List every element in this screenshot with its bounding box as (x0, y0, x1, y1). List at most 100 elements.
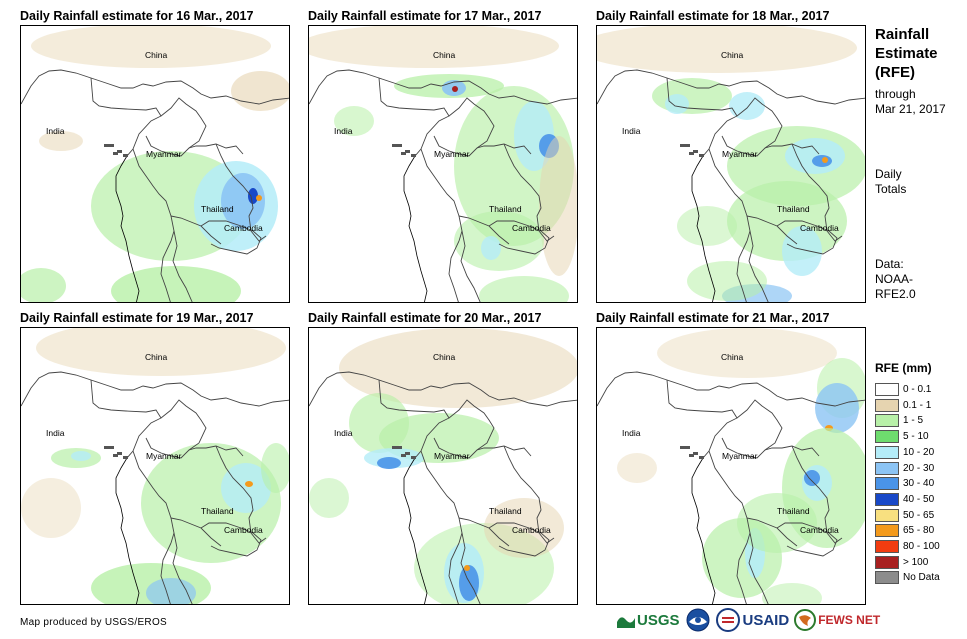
usgs-wave-icon (617, 617, 635, 628)
label-china: China (145, 352, 168, 362)
no-data-area (411, 154, 416, 157)
country-border (597, 371, 865, 407)
country-border (160, 542, 172, 604)
daily-totals-label: Daily Totals (875, 167, 906, 197)
legend-label: 80 - 100 (903, 541, 940, 552)
through-label: through Mar 21, 2017 (875, 87, 946, 117)
rainfall-area (479, 276, 569, 302)
country-border (736, 542, 748, 604)
country-border (448, 240, 460, 302)
rainfall-area (256, 195, 262, 201)
country-border (172, 230, 193, 302)
legend-item: 10 - 20 (875, 445, 934, 460)
no-data-area (397, 144, 402, 147)
label-cambodia: Cambodia (224, 525, 263, 535)
country-border (378, 379, 450, 459)
no-data-area (401, 454, 406, 457)
label-thailand: Thailand (201, 204, 234, 214)
rainfall-area (36, 328, 286, 376)
legend-swatch (875, 461, 899, 475)
legend-label: 30 - 40 (903, 478, 935, 490)
rainfall-area (785, 138, 845, 174)
rainfall-area (812, 155, 832, 167)
label-myanmar: Myanmar (722, 149, 758, 159)
legend-label: 0 - 0.1 (903, 384, 932, 395)
legend-swatch (875, 430, 899, 444)
rainfall-area (248, 188, 258, 204)
label-myanmar: Myanmar (146, 149, 182, 159)
panel-title-1: Daily Rainfall estimate for 16 Mar., 201… (20, 9, 254, 23)
country-border (721, 97, 783, 157)
rainfall-area (804, 470, 820, 486)
country-border (21, 69, 289, 105)
country-border (170, 215, 222, 245)
coastline (691, 155, 716, 302)
rainfall-area (349, 393, 409, 453)
rainfall-area (464, 565, 470, 571)
label-china: China (721, 50, 744, 60)
rainfall-map-5: China India Myanmar Thailand Cambodia (308, 327, 578, 605)
legend-swatch (875, 540, 899, 553)
rainfall-area (481, 236, 501, 260)
fewsnet-logo: FEWS NET (818, 613, 881, 627)
rainfall-map-4: China India Myanmar Thailand Cambodia (20, 327, 290, 605)
label-india: India (334, 126, 353, 136)
no-data-area (392, 144, 397, 147)
country-border (791, 143, 843, 242)
country-border (420, 450, 463, 544)
country-border (721, 399, 783, 459)
agency-logos: USGS USAID FEWS NET (617, 608, 880, 632)
label-myanmar: Myanmar (146, 451, 182, 461)
country-border (90, 379, 162, 459)
country-border (309, 69, 577, 105)
heading-line-2: Estimate (875, 45, 938, 62)
legend-label: 5 - 10 (903, 431, 929, 443)
label-china: China (433, 352, 456, 362)
rainfall-area (334, 106, 374, 136)
label-thailand: Thailand (489, 204, 522, 214)
heading-line-3: (RFE) (875, 64, 915, 81)
no-data-area (117, 452, 122, 455)
panel-title-2: Daily Rainfall estimate for 17 Mar., 201… (308, 9, 542, 23)
country-border (458, 517, 510, 547)
data-source-line-2: RFE2.0 (875, 287, 916, 301)
legend-swatch (875, 524, 899, 538)
legend-swatch (875, 414, 899, 428)
rainfall-area (245, 481, 253, 487)
map-credit: Map produced by USGS/EROS (20, 617, 168, 628)
label-india: India (622, 126, 641, 136)
rainfall-area (377, 457, 401, 469)
rainfall-map-6: China India Myanmar Thailand Cambodia (596, 327, 866, 605)
legend-label: 10 - 20 (903, 446, 935, 458)
legend-item: No Data (875, 570, 940, 585)
noaa-logo-icon (686, 608, 710, 632)
rainfall-area (459, 565, 479, 601)
rainfall-area (657, 328, 837, 378)
heading-line-1: Rainfall (875, 26, 930, 43)
country-border (503, 143, 555, 242)
country-border (132, 450, 175, 544)
panel-title-3: Daily Rainfall estimate for 18 Mar., 201… (596, 9, 830, 23)
label-china: China (433, 50, 456, 60)
rainfall-map-canvas (21, 328, 289, 604)
rainfall-map-canvas (21, 26, 289, 302)
legend-item: > 100 (875, 555, 928, 570)
no-data-area (113, 454, 118, 457)
country-border (90, 77, 162, 157)
legend-swatch (875, 555, 899, 569)
no-data-area (411, 456, 416, 459)
rainfall-area (309, 26, 559, 68)
coastline (115, 155, 140, 302)
country-border (145, 97, 207, 157)
label-india: India (46, 126, 65, 136)
legend-item: 0 - 0.1 (875, 382, 931, 397)
country-border (748, 230, 769, 302)
country-border (21, 371, 289, 407)
country-border (145, 399, 207, 459)
panel-title-6: Daily Rainfall estimate for 21 Mar., 201… (596, 311, 830, 325)
legend-swatch (875, 383, 899, 396)
rainfall-area (221, 173, 265, 229)
legend-item: 30 - 40 (875, 476, 934, 491)
country-border (309, 371, 577, 407)
rainfall-area (71, 451, 91, 461)
